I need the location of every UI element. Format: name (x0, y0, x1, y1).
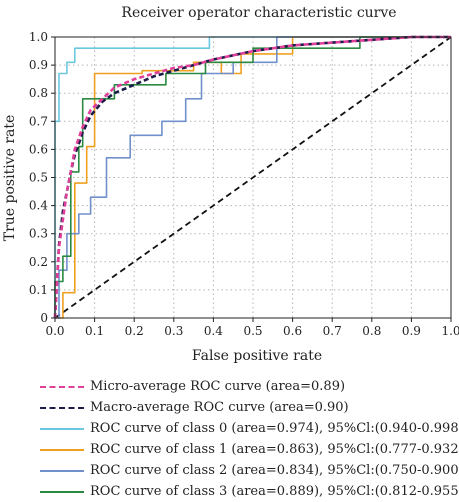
legend-label: ROC curve of class 2 (area=0.834), 95%Cl… (90, 463, 459, 478)
chart-title: Receiver operator characteristic curve (121, 5, 396, 21)
x-tick-label: 0.1 (85, 324, 104, 338)
x-tick-label: 0.9 (402, 324, 421, 338)
x-tick-label: 1.0 (441, 324, 459, 338)
x-tick-label: 0.2 (125, 324, 144, 338)
chart-legend: Micro-average ROC curve (area=0.89) Macr… (40, 376, 459, 502)
x-tick-label: 0.3 (164, 324, 183, 338)
legend-label: Macro-average ROC curve (area=0.90) (90, 400, 349, 415)
x-tick-label: 0.8 (362, 324, 381, 338)
y-tick-label: 0.4 (29, 199, 48, 213)
reference-diagonal (54, 36, 452, 319)
roc-curve-series-5 (54, 36, 451, 318)
y-tick-label: 0 (40, 311, 48, 325)
legend-label: ROC curve of class 3 (area=0.889), 95%Cl… (90, 484, 459, 499)
y-tick-label: 0.3 (29, 227, 48, 241)
grid-lines (55, 37, 451, 318)
y-tick-label: 0.7 (29, 114, 48, 128)
y-tick-label: 0.1 (29, 283, 48, 297)
legend-item-micro-average: Micro-average ROC curve (area=0.89) (40, 376, 459, 397)
chance-line (54, 36, 452, 319)
x-tick-label: 0.6 (283, 324, 302, 338)
legend-item-macro-average: Macro-average ROC curve (area=0.90) (40, 397, 459, 418)
legend-item-class-3: ROC curve of class 3 (area=0.889), 95%Cl… (40, 481, 459, 502)
x-tick-label: 0.5 (243, 324, 262, 338)
legend-swatch (40, 490, 84, 493)
y-tick-label: 0.9 (29, 58, 48, 72)
y-axis-ticks: 0 0.1 0.2 0.3 0.4 0.5 0.6 0.7 0.8 0.9 1.0 (29, 30, 55, 325)
legend-label: Micro-average ROC curve (area=0.89) (90, 379, 346, 394)
legend-label: ROC curve of class 0 (area=0.974), 95%Cl… (90, 421, 459, 436)
y-tick-label: 0.8 (29, 86, 48, 100)
y-axis-label: True positive rate (2, 115, 18, 242)
y-tick-label: 1.0 (29, 30, 48, 44)
y-tick-label: 0.6 (29, 142, 48, 156)
y-tick-label: 0.2 (29, 255, 48, 269)
x-tick-label: 0.4 (204, 324, 223, 338)
y-tick-label: 0.5 (29, 171, 48, 185)
legend-swatch (40, 406, 84, 409)
legend-swatch (40, 469, 84, 472)
roc-curve-series-3 (55, 36, 451, 319)
roc-curve-series-4 (55, 36, 451, 319)
legend-swatch (40, 448, 84, 451)
x-tick-label: 0.7 (323, 324, 342, 338)
x-tick-label: 0.0 (45, 324, 64, 338)
legend-item-class-2: ROC curve of class 2 (area=0.834), 95%Cl… (40, 460, 459, 481)
legend-item-class-1: ROC curve of class 1 (area=0.863), 95%Cl… (40, 439, 459, 460)
x-axis-label: False positive rate (192, 348, 322, 364)
legend-item-class-0: ROC curve of class 0 (area=0.974), 95%Cl… (40, 418, 459, 439)
roc-curve-series-0 (53, 35, 451, 319)
legend-swatch (40, 385, 84, 388)
x-axis-ticks: 0.0 0.1 0.2 0.3 0.4 0.5 0.6 0.7 0.8 0.9 1.0 (45, 318, 459, 338)
legend-swatch (40, 427, 84, 430)
roc-chart: 0.0 0.1 0.2 0.3 0.4 0.5 0.6 0.7 0.8 0.9 1.0 00.10.… (2, 5, 459, 364)
roc-curve-series-1 (53, 35, 451, 319)
legend-label: ROC curve of class 1 (area=0.863), 95%Cl… (90, 442, 459, 457)
